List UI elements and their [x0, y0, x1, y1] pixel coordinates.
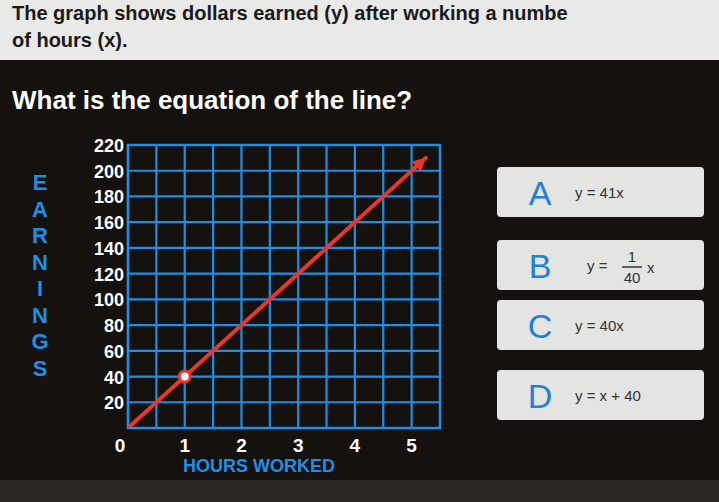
choice-equation: y = x + 40	[575, 387, 641, 404]
x-tick-label: 3	[293, 435, 304, 456]
y-axis-label-letter: R	[32, 223, 48, 248]
question-text: of hours (x).	[12, 29, 128, 51]
minor-grid-line	[212, 145, 214, 428]
x-grid-line	[184, 145, 186, 428]
x-tick-label: 0	[115, 435, 126, 456]
y-tick-label: 40	[104, 368, 124, 388]
chart: 0 1 2 3 4 5 20 40 60 80 100 120 140 160 180 200 220 HOURS…	[31, 136, 440, 476]
x-tick-label: 2	[236, 435, 247, 456]
x-grid-line	[354, 145, 356, 428]
y-grid-line	[128, 247, 440, 249]
y-axis-label: EARNINGS	[31, 170, 48, 381]
choice-box[interactable]	[497, 370, 704, 420]
y-axis-label-letter: A	[32, 197, 48, 222]
data-point	[179, 371, 190, 382]
answer-choice[interactable]: Dy = x + 40	[497, 370, 704, 420]
answer-choice[interactable]: Cy = 40x	[497, 300, 704, 350]
y-axis-label-letter: G	[31, 329, 48, 354]
y-grid-line	[128, 195, 440, 197]
y-tick-label: 140	[94, 239, 124, 259]
y-axis-label-letter: N	[32, 250, 48, 275]
x-grid-line	[411, 145, 413, 428]
choice-equation-rhs: x	[647, 259, 655, 276]
minor-grid-line	[269, 145, 271, 428]
choice-letter: B	[529, 247, 552, 285]
x-tick-label: 4	[350, 435, 361, 456]
choice-equation-lhs: y =	[587, 257, 608, 274]
y-axis-label-letter: N	[32, 303, 48, 328]
y-tick-label: 160	[94, 213, 124, 233]
y-tick-label: 200	[94, 162, 124, 182]
y-axis-label-letter: E	[33, 170, 48, 195]
data-group	[128, 158, 426, 428]
y-grid-line	[128, 401, 440, 403]
fraction-bar	[622, 266, 642, 268]
choice-box[interactable]	[497, 300, 704, 350]
choice-letter: A	[529, 174, 552, 212]
minor-grid-line	[325, 145, 327, 428]
bottom-band	[0, 480, 719, 502]
y-tick-label: 20	[104, 393, 124, 413]
y-grid-line	[128, 324, 440, 326]
choice-denominator: 40	[624, 269, 641, 286]
x-tick-label: 1	[179, 435, 190, 456]
x-tick-label: 5	[406, 435, 417, 456]
answer-choice[interactable]: By = 1 40 x	[497, 240, 704, 290]
y-axis-label-letter: S	[33, 356, 48, 381]
y-grid-line	[128, 170, 440, 172]
plot-frame	[128, 145, 440, 428]
choice-numerator: 1	[628, 248, 636, 265]
y-tick-label: 120	[94, 265, 124, 285]
choice-equation: y = 41x	[575, 184, 624, 201]
y-grid-line	[128, 273, 440, 275]
choice-letter: C	[528, 307, 553, 345]
choice-box[interactable]	[497, 167, 704, 217]
page: The graph shows dollars earned (y) after…	[0, 0, 719, 502]
y-grid-line	[128, 375, 440, 377]
minor-grid-line	[155, 145, 157, 428]
y-grid-line	[128, 350, 440, 352]
y-tick-label: 100	[94, 290, 124, 310]
y-tick-label: 220	[94, 136, 124, 156]
y-tick-label: 60	[104, 342, 124, 362]
choice-box[interactable]	[497, 240, 704, 290]
question-prompt: What is the equation of the line?	[12, 85, 412, 115]
y-tick-label: 180	[94, 187, 124, 207]
question-text: The graph shows dollars earned (y) after…	[12, 2, 568, 24]
x-axis-label: HOURS WORKED	[183, 456, 335, 476]
line-arrowhead	[411, 158, 425, 172]
choice-equation: y = 40x	[575, 317, 624, 334]
y-axis-label-letter: I	[37, 276, 43, 301]
data-line	[128, 158, 426, 428]
background	[0, 0, 719, 502]
x-grid-line	[240, 145, 242, 428]
y-grid-line	[128, 221, 440, 223]
question-band	[0, 0, 719, 60]
y-grid-line	[128, 298, 440, 300]
choice-letter: D	[528, 377, 553, 415]
x-grid-line	[297, 145, 299, 428]
y-tick-label: 80	[104, 316, 124, 336]
minor-grid-line	[382, 145, 384, 428]
answer-choice[interactable]: Ay = 41x	[497, 167, 704, 217]
